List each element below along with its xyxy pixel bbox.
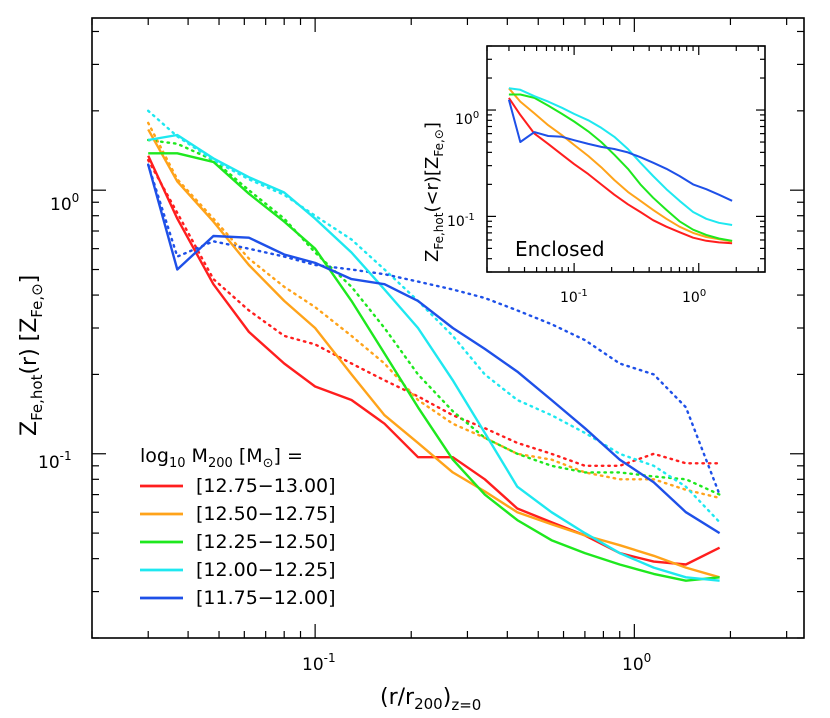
series-line-dotted bbox=[147, 158, 721, 467]
inset-axis-ticks bbox=[486, 45, 765, 273]
inset-series-line bbox=[508, 93, 733, 242]
inset-y-axis-label: ZFe,hot(<r)[ZFe,⊙] bbox=[422, 122, 446, 262]
inset-y-tick-label-1: 100 bbox=[455, 110, 479, 128]
inset-title: Enclosed bbox=[515, 237, 605, 261]
inset-series-line bbox=[508, 87, 733, 226]
inset-plot: 10-1 100 100 10-1 ZFe,hot(<r)[ZFe,⊙] Enc… bbox=[422, 45, 766, 306]
legend: log10 M200 [M⊙] = [12.75−13.00] [12.50−12… bbox=[140, 445, 336, 609]
legend-label: [12.00−12.25] bbox=[196, 559, 336, 581]
legend-entries: [12.75−13.00] [12.50−12.75] [12.25−12.50] [… bbox=[140, 475, 336, 609]
legend-label: [12.50−12.75] bbox=[196, 503, 336, 525]
main-series-lines bbox=[147, 109, 721, 582]
series-line-dotted bbox=[147, 121, 721, 500]
main-plot: 10-1 100 10-1 100 (r/r200)z=0 ZFe,hot(r)… bbox=[17, 17, 805, 714]
inset-y-tick-label-0.1: 10-1 bbox=[447, 212, 475, 230]
legend-label: [12.25−12.50] bbox=[196, 531, 336, 553]
inset-frame bbox=[486, 45, 766, 273]
inset-x-tick-label-1: 100 bbox=[682, 288, 706, 306]
series-line-dotted bbox=[147, 138, 721, 496]
inset-series-line bbox=[508, 87, 733, 243]
series-line-solid bbox=[147, 164, 721, 535]
inset-x-tick-label-0.1: 10-1 bbox=[560, 288, 588, 306]
y-tick-label-0.1: 10-1 bbox=[38, 449, 72, 473]
y-axis-label: ZFe,hot(r) [ZFe,⊙] bbox=[17, 275, 46, 436]
main-axis-ticks bbox=[91, 18, 804, 639]
x-tick-label-0.1: 10-1 bbox=[302, 651, 336, 675]
inset-series-lines bbox=[507, 87, 733, 245]
inset-series-line bbox=[508, 97, 733, 245]
inset-series-line bbox=[507, 99, 733, 202]
series-line-dotted bbox=[147, 109, 721, 524]
series-line-solid bbox=[148, 152, 720, 582]
legend-label: [12.75−13.00] bbox=[196, 475, 336, 497]
x-tick-label-1: 100 bbox=[622, 651, 651, 675]
series-line-solid bbox=[147, 128, 720, 579]
y-tick-label-1: 100 bbox=[50, 191, 79, 215]
legend-title: log10 M200 [M⊙] = bbox=[140, 445, 303, 471]
series-line-solid bbox=[147, 133, 720, 582]
legend-label: [11.75−12.00] bbox=[196, 587, 336, 609]
x-axis-label: (r/r200)z=0 bbox=[380, 685, 481, 714]
